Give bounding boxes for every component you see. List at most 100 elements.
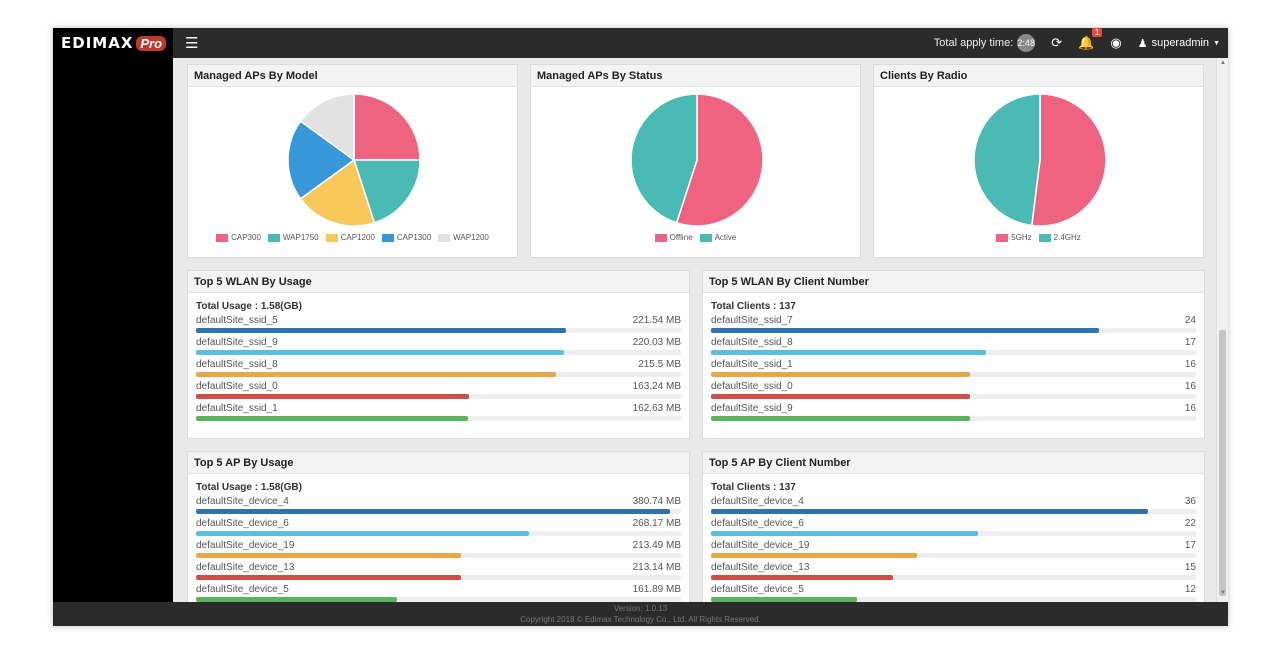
bar-value: 220.03 MB <box>632 337 681 348</box>
dashboard-content: Managed APs By Model CAP300 WAP1750 CAP120… <box>173 58 1216 602</box>
legend-label: CAP300 <box>231 233 261 242</box>
bar-row: defaultSite_device_19 213.49 MB <box>196 539 681 561</box>
bar-value: 162.63 MB <box>632 403 681 414</box>
legend-swatch <box>325 233 338 242</box>
bar-fill <box>196 416 468 421</box>
bar-track <box>196 350 681 355</box>
legend-item[interactable]: Offline <box>654 233 693 242</box>
bar-row: defaultSite_device_13 213.14 MB <box>196 561 681 583</box>
bar-label: defaultSite_ssid_9 <box>711 403 793 414</box>
bar-row: defaultSite_device_5 12 <box>711 583 1196 602</box>
pie-slice-wap1200[interactable] <box>299 93 355 162</box>
total-clients: Total Clients : 137 <box>711 301 796 312</box>
vertical-scrollbar[interactable]: ▲ ▼ <box>1216 58 1228 602</box>
bar-row: defaultSite_ssid_7 24 <box>711 314 1196 336</box>
bar-row: defaultSite_ssid_9 220.03 MB <box>196 336 681 358</box>
user-menu[interactable]: ♟ superadmin ▼ <box>1138 37 1220 50</box>
bar-value: 213.14 MB <box>632 562 681 573</box>
legend-label: Offline <box>669 233 693 242</box>
legend-swatch <box>381 233 394 242</box>
bar-label: defaultSite_device_5 <box>711 584 804 595</box>
version-text: Version: 1.0.13 <box>613 604 668 613</box>
legend-item[interactable]: CAP1200 <box>325 233 375 242</box>
bar-label: defaultSite_ssid_8 <box>711 337 793 348</box>
legend-swatch <box>438 233 451 242</box>
bar-fill <box>196 372 557 377</box>
legend-label: CAP1300 <box>396 233 432 242</box>
bar-row: defaultSite_device_5 161.89 MB <box>196 583 681 602</box>
bar-value: 380.74 MB <box>632 496 681 507</box>
pie-slice-cap1200[interactable] <box>299 158 376 227</box>
bar-track <box>196 575 681 580</box>
bar-fill <box>196 531 530 536</box>
chart-legend: CAP300 WAP1750 CAP1200 CAP1300 WAP1200 <box>188 233 517 242</box>
bar-track <box>711 531 1196 536</box>
legend-item[interactable]: WAP1200 <box>438 233 489 242</box>
bar-value: 268.17 MB <box>632 518 681 529</box>
notification-badge: 1 <box>1091 28 1103 37</box>
legend-item[interactable]: 5GHz <box>996 233 1032 242</box>
legend-item[interactable]: WAP1750 <box>267 233 319 242</box>
legend-label: 5GHz <box>1011 233 1032 242</box>
bar-label: defaultSite_ssid_7 <box>711 315 793 326</box>
bar-track <box>711 575 1196 580</box>
bar-label: defaultSite_ssid_5 <box>196 315 278 326</box>
refresh-icon[interactable]: ⟳ <box>1051 35 1063 50</box>
hamburger-menu-icon[interactable]: ☰ <box>185 35 199 52</box>
bar-value: 221.54 MB <box>632 315 681 326</box>
bar-fill <box>196 553 462 558</box>
bar-row: defaultSite_ssid_1 162.63 MB <box>196 402 681 424</box>
bar-value: 12 <box>1184 584 1196 595</box>
scroll-thumb[interactable] <box>1219 330 1226 596</box>
total-usage: Total Usage : 1.58(GB) <box>196 482 302 493</box>
legend-item[interactable]: 2.4GHz <box>1038 233 1081 242</box>
legend-swatch <box>654 233 667 242</box>
bell-icon[interactable]: 🔔 1 <box>1078 28 1103 51</box>
footer: Version: 1.0.13 Copyright 2018 © Edimax … <box>53 602 1228 626</box>
legend-label: 2.4GHz <box>1053 233 1081 242</box>
pie-slice-offline[interactable] <box>675 93 764 227</box>
bar-fill <box>196 509 670 514</box>
bar-label: defaultSite_device_13 <box>711 562 810 573</box>
bar-label: defaultSite_device_6 <box>711 518 804 529</box>
bar-fill <box>711 575 893 580</box>
panel-title: Top 5 WLAN By Client Number <box>703 271 1204 293</box>
bar-label: defaultSite_ssid_0 <box>196 381 278 392</box>
bar-track <box>196 372 681 377</box>
pie-slice-cap300[interactable] <box>353 93 421 161</box>
bar-track <box>196 416 681 421</box>
app-window: EDIMAX Pro ☰ Total apply time: 2:48 ⟳ 🔔 … <box>53 28 1228 626</box>
bar-track <box>711 372 1196 377</box>
pie-slice-24ghz[interactable] <box>973 93 1041 227</box>
scroll-down-icon[interactable]: ▼ <box>1220 590 1226 596</box>
apply-time: Total apply time: 2:48 <box>934 34 1036 52</box>
bar-fill <box>711 372 970 377</box>
legend-item[interactable]: CAP1300 <box>381 233 432 242</box>
bar-track <box>196 597 681 602</box>
bar-track <box>711 553 1196 558</box>
bar-fill <box>711 531 978 536</box>
pie-slice-wap1750[interactable] <box>352 159 421 224</box>
legend-item[interactable]: Active <box>699 233 736 242</box>
bar-value: 17 <box>1184 540 1196 551</box>
bar-fill <box>711 597 857 602</box>
bar-fill <box>196 575 462 580</box>
pie-slice-active[interactable] <box>630 93 698 224</box>
chart-legend: 5GHz 2.4GHz <box>874 233 1203 242</box>
bar-list: defaultSite_device_4 380.74 MB defaultSite… <box>196 495 681 602</box>
apply-time-value: 2:48 <box>1017 34 1036 52</box>
brand-logo[interactable]: EDIMAX Pro <box>53 28 173 58</box>
bar-label: defaultSite_device_19 <box>711 540 810 551</box>
bar-fill <box>196 394 469 399</box>
bar-value: 36 <box>1184 496 1196 507</box>
pie-slice-cap1300[interactable] <box>287 120 356 200</box>
scroll-up-icon[interactable]: ▲ <box>1220 60 1226 66</box>
pie-slice-5ghz[interactable] <box>1030 93 1107 227</box>
legend-item[interactable]: CAP300 <box>216 233 261 242</box>
bar-fill <box>711 416 970 421</box>
globe-icon[interactable]: ◉ <box>1110 35 1122 50</box>
panel-title: Top 5 AP By Usage <box>188 452 689 474</box>
bar-label: defaultSite_device_6 <box>196 518 289 529</box>
bar-track <box>711 597 1196 602</box>
bar-label: defaultSite_device_4 <box>196 496 289 507</box>
